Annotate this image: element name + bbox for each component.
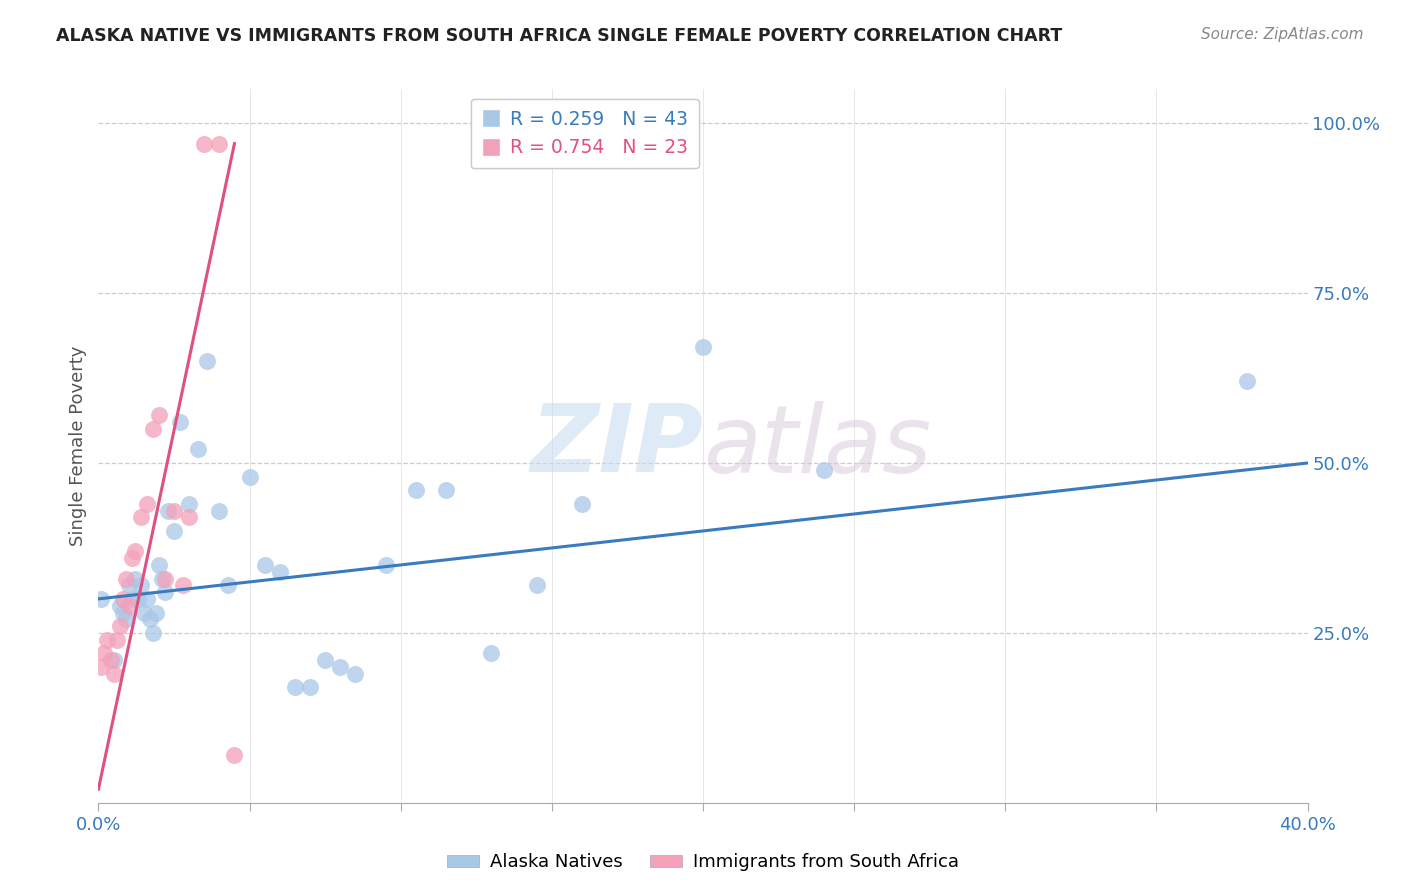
Point [187,442,209,457]
Point [172,578,194,592]
Point [269,565,291,579]
Point [135,497,157,511]
Point [329,660,352,674]
Point [142,422,165,436]
Point [813,463,835,477]
Point [100,653,122,667]
Point [153,585,176,599]
Legend: R = 0.259   N = 43, R = 0.754   N = 23: R = 0.259 N = 43, R = 0.754 N = 23 [471,99,699,169]
Point [169,415,191,429]
Point [163,524,186,538]
Point [139,612,162,626]
Point [108,599,131,613]
Point [129,578,152,592]
Point [224,748,246,763]
Point [253,558,276,572]
Point [148,558,170,572]
Point [284,680,307,694]
Point [93,646,115,660]
Point [148,409,170,423]
Point [571,497,593,511]
Point [434,483,457,498]
Legend: Alaska Natives, Immigrants from South Africa: Alaska Natives, Immigrants from South Af… [440,847,966,879]
Point [344,666,367,681]
Point [121,551,143,566]
Point [208,503,231,517]
Point [103,653,125,667]
Point [118,599,141,613]
Point [142,626,165,640]
Point [111,591,134,606]
Point [481,646,503,660]
Point [111,606,134,620]
Text: atlas: atlas [703,401,931,491]
Point [195,354,218,368]
Point [153,572,176,586]
Point [124,572,146,586]
Point [156,503,179,517]
Point [145,606,167,620]
Point [1236,375,1258,389]
Point [90,591,112,606]
Point [90,660,112,674]
Point [179,510,201,524]
Point [114,612,136,626]
Point [103,666,125,681]
Point [121,591,143,606]
Point [108,619,131,633]
Point [105,632,128,647]
Text: ZIP: ZIP [530,400,703,492]
Point [239,469,262,483]
Point [118,578,141,592]
Point [217,578,239,592]
Point [132,606,155,620]
Point [150,572,173,586]
Point [193,136,215,151]
Point [129,510,152,524]
Text: ALASKA NATIVE VS IMMIGRANTS FROM SOUTH AFRICA SINGLE FEMALE POVERTY CORRELATION : ALASKA NATIVE VS IMMIGRANTS FROM SOUTH A… [56,27,1063,45]
Point [124,544,146,558]
Point [179,497,201,511]
Point [526,578,548,592]
Point [114,572,136,586]
Y-axis label: Single Female Poverty: Single Female Poverty [69,346,87,546]
Point [127,591,149,606]
Point [135,591,157,606]
Point [208,136,231,151]
Point [299,680,322,694]
Point [163,503,186,517]
Point [314,653,336,667]
Point [96,632,118,647]
Text: Source: ZipAtlas.com: Source: ZipAtlas.com [1201,27,1364,42]
Point [374,558,396,572]
Point [405,483,427,498]
Point [692,341,714,355]
